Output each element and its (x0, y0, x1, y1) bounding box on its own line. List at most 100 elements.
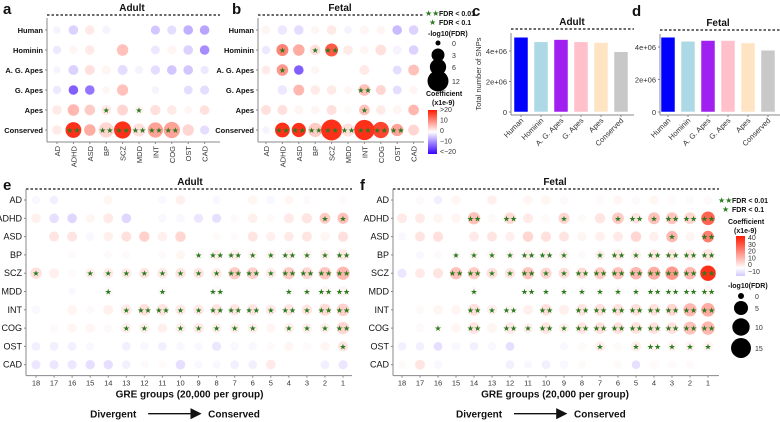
two-star-marker: ★★ (467, 269, 481, 278)
dot-int-16 (433, 305, 443, 315)
dot-mdd-10 (176, 287, 185, 296)
dot-gapes-CAD (200, 85, 210, 95)
dot-human-COG (376, 25, 386, 35)
one-star-marker: ★ (524, 324, 531, 333)
dot-hominin-INT (150, 45, 160, 55)
dot-cad-8 (577, 360, 587, 369)
dot-bp-17 (50, 251, 58, 259)
dot-hominin-AD (261, 45, 271, 55)
dot-asd-8 (577, 231, 587, 242)
dot-cog-1 (701, 321, 715, 335)
dot-asd-7 (230, 232, 239, 241)
dot-ad-5 (631, 195, 641, 205)
one-star-marker: ★ (103, 106, 110, 115)
dot-apes-MDD (134, 105, 144, 115)
dot-ad-7 (595, 195, 605, 205)
two-star-marker: ★★ (357, 86, 371, 95)
dot-cad-11 (158, 360, 167, 369)
dot-gapes-BP (102, 86, 110, 94)
dot-cad-3 (667, 360, 677, 369)
dot-ad-14 (103, 195, 113, 205)
dot-gapes-BP (310, 85, 321, 95)
dot-ad-15 (451, 195, 461, 205)
dot-cad-2 (685, 360, 695, 369)
dot-scz-6 (611, 267, 625, 280)
dot-adhd-10 (541, 213, 551, 223)
column-label: 10 (542, 379, 550, 388)
row-label: SCZ (4, 268, 23, 278)
column-label: COG (377, 146, 386, 163)
row-label: SCZ (371, 268, 390, 278)
two-star-marker: ★★ (539, 324, 553, 333)
dot-cad-6 (613, 360, 623, 370)
row-label: Hominin (13, 46, 43, 55)
legend-fdr-01: FDR < 0.1 (732, 207, 764, 214)
column-label: COG (168, 146, 177, 163)
dot-ost-10 (176, 342, 185, 351)
dot-cad-18 (31, 360, 41, 370)
dot-int-18 (398, 305, 406, 314)
one-star-marker: ★ (321, 324, 328, 333)
dot-human-MDD (344, 26, 352, 34)
one-star-marker: ★ (159, 269, 166, 278)
dot-mdd-13 (488, 287, 496, 296)
dot-bp-3 (301, 249, 312, 260)
dot-asd-10 (540, 231, 552, 242)
two-star-marker: ★★ (336, 324, 350, 333)
dot-apes-CAD (199, 105, 210, 115)
dot-cog-13 (486, 323, 498, 334)
column-label: MDD (344, 145, 353, 163)
dot-ad-13 (487, 195, 497, 205)
two-star-marker: ★★ (503, 324, 517, 333)
column-label: 18 (32, 379, 40, 388)
two-star-marker: ★★ (318, 269, 332, 278)
dot-ad-11 (523, 195, 533, 205)
dot-ad-11 (158, 195, 167, 205)
one-star-marker: ★ (668, 342, 675, 351)
dot-cog-18 (32, 324, 40, 333)
panel-label-c: c (472, 3, 480, 20)
two-star-marker: ★★ (701, 288, 715, 297)
dot-apes-SCZ (117, 104, 129, 116)
dot-bp-12 (140, 251, 149, 259)
dot-mdd-17 (416, 287, 424, 296)
dot-asd-12 (505, 231, 515, 242)
two-star-marker: ★★ (683, 251, 697, 260)
two-star-marker: ★★ (683, 214, 697, 223)
one-star-marker: ★ (506, 251, 513, 260)
bar-agapes (700, 40, 716, 113)
dot-hominin-ADHD (276, 44, 289, 56)
column-label: 9 (196, 379, 200, 388)
dot-int-18 (31, 305, 41, 315)
dot-mdd-3 (302, 286, 312, 297)
dot-ost-9 (194, 342, 203, 351)
dot-cad-15 (452, 360, 460, 369)
dot-cog-2 (683, 321, 697, 335)
dot-adhd-12 (504, 212, 516, 225)
size-legend-label: 15 (755, 346, 763, 353)
one-star-marker: ★ (303, 306, 310, 315)
two-star-marker: ★★ (467, 214, 481, 223)
column-label: 14 (104, 379, 112, 388)
column-label: 11 (524, 379, 532, 388)
dot-scz-15 (85, 268, 96, 279)
row-label: ASD (3, 232, 22, 242)
column-label: 4 (287, 379, 291, 388)
dot-ost-8 (577, 342, 587, 351)
size-legend-label: 6 (452, 65, 456, 72)
two-star-marker: ★★ (701, 214, 715, 223)
two-star-marker: ★★ (503, 306, 517, 315)
one-star-marker: ★ (195, 269, 202, 278)
dot-cog-9 (558, 322, 570, 334)
column-label: 13 (488, 379, 496, 388)
row-label: BP (377, 250, 389, 260)
two-star-marker: ★★ (521, 269, 535, 278)
column-label: 15 (86, 379, 94, 388)
dot-bp-9 (193, 249, 204, 260)
y-tick-label: 0 (503, 108, 507, 117)
two-star-marker: ★★ (629, 306, 643, 315)
column-label: 2 (688, 379, 692, 388)
dot-apes-COG (376, 105, 386, 115)
one-star-marker: ★ (321, 251, 328, 260)
dot-ad-17 (49, 195, 59, 205)
